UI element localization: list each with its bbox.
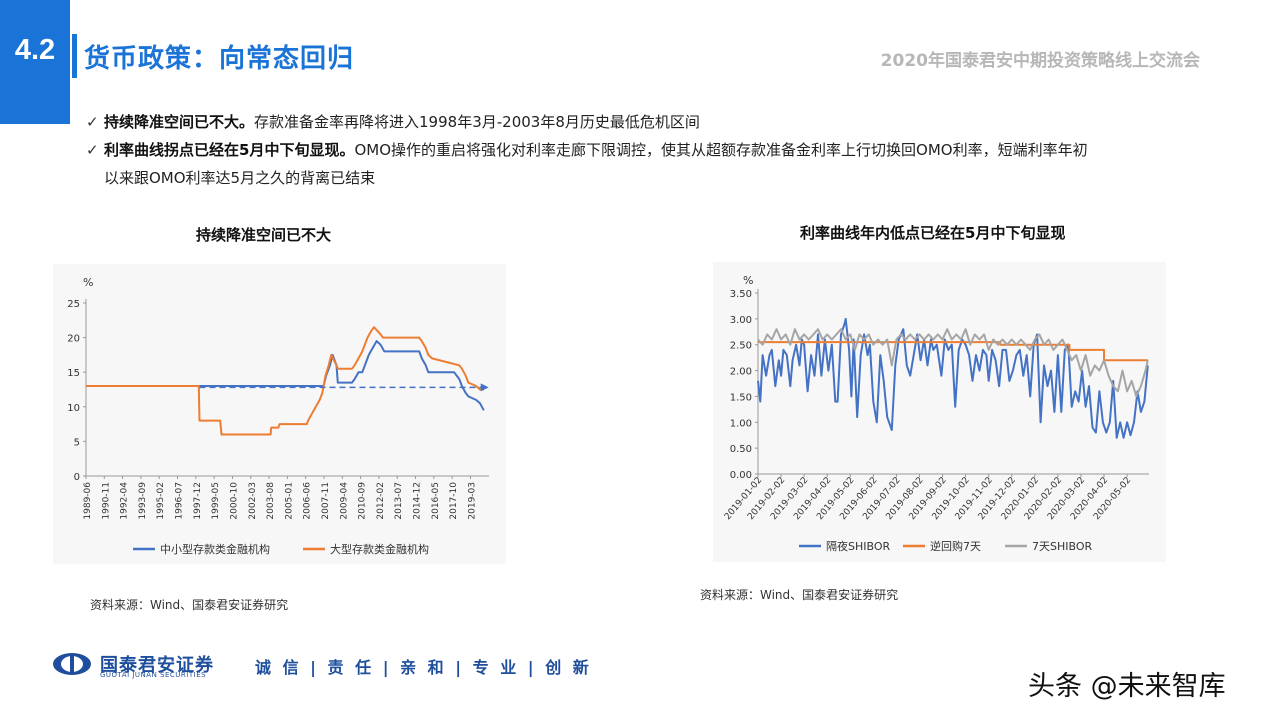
- series-line-2: [86, 326, 484, 436]
- x-tick-label: 1995-02: [156, 482, 166, 520]
- y-tick-label: 0.00: [730, 470, 752, 481]
- y-tick-label: 25: [67, 299, 80, 310]
- watermark: 头条 @未来智库: [1028, 671, 1226, 702]
- x-tick-label: 1999-05: [211, 482, 221, 520]
- series-line-1: [86, 340, 485, 411]
- event-title: 2020年国泰君安中期投资策略线上交流会: [880, 51, 1200, 71]
- x-tick-label: 2002-03: [248, 482, 258, 520]
- x-tick-label: 2009-04: [339, 482, 349, 520]
- x-tick-label: 1993-09: [138, 482, 148, 520]
- left-chart: % 0 5 10 15 20 25 1989-06 1990-11 1992-04 1993-09 1…: [67, 276, 489, 556]
- x-tick-label: 2000-10: [229, 482, 239, 520]
- bullet-2-bold: 利率曲线拐点已经在5月中下旬显现。: [104, 141, 355, 159]
- check-icon: ✓: [86, 113, 99, 131]
- y-tick-label: 5: [74, 437, 80, 448]
- y-tick-label: 1.50: [730, 392, 752, 403]
- y-tick-label: 3.50: [730, 289, 752, 300]
- bullet-2-text-cont: 以来跟OMO利率达5月之久的背离已结束: [104, 169, 376, 187]
- x-tick-label: 2019-03: [467, 482, 477, 520]
- x-tick-label: 2005-01: [284, 482, 294, 520]
- legend-label: 大型存款类金融机构: [330, 542, 429, 556]
- section-number-badge: 4.2: [0, 0, 70, 124]
- footer-brand-name: 国泰君安证券: [100, 655, 214, 676]
- y-tick-label: 2.50: [730, 341, 752, 352]
- y-tick-label: 1.00: [730, 418, 752, 429]
- left-chart-source: 资料来源：Wind、国泰君安证券研究: [90, 598, 289, 612]
- x-tick-label: 2003-08: [266, 482, 276, 520]
- y-tick-label: 15: [67, 368, 80, 379]
- x-tick-label: 2007-11: [321, 482, 331, 520]
- title-accent-bar: [72, 34, 77, 78]
- y-tick-label: 20: [67, 334, 80, 345]
- trend-arrow-icon: [480, 383, 489, 392]
- y-axis-unit-label: %: [83, 276, 93, 289]
- check-icon: ✓: [86, 141, 99, 159]
- y-tick-label: 0: [74, 472, 80, 483]
- brand-logo-icon: [53, 653, 91, 675]
- series-line-1: [757, 317, 1149, 439]
- legend-label: 中小型存款类金融机构: [160, 542, 270, 556]
- bullet-1: ✓ 持续降准空间已不大。存款准备金率再降将进入1998年3月-2003年8月历史…: [86, 108, 700, 136]
- footer-brand-name-en: GUOTAI JUNAN SECURITIES: [100, 671, 207, 679]
- y-tick-label: 10: [67, 403, 80, 414]
- left-chart-title: 持续降准空间已不大: [196, 226, 332, 244]
- legend-label: 逆回购7天: [930, 539, 981, 553]
- x-tick-label: 1997-12: [193, 482, 203, 520]
- footer-motto: 诚 信 | 责 任 | 亲 和 | 专 业 | 创 新: [255, 658, 592, 677]
- bullet-1-bold: 持续降准空间已不大。: [104, 113, 255, 131]
- x-tick-label: 2010-09: [358, 482, 368, 520]
- bullet-2-text: OMO操作的重启将强化对利率走廊下限调控，使其从超额存款准备金利率上行切换回OM…: [354, 141, 1088, 159]
- series-line-3: [757, 328, 1149, 398]
- right-chart-title: 利率曲线年内低点已经在5月中下旬显现: [800, 224, 1066, 242]
- y-tick-label: 2.00: [730, 367, 752, 378]
- right-chart: %0.000.501.001.502.002.503.003.502019-01…: [723, 274, 1149, 553]
- legend-label: 隔夜SHIBOR: [826, 539, 891, 553]
- x-tick-label: 1990-11: [101, 482, 111, 520]
- right-chart-source: 资料来源：Wind、国泰君安证券研究: [700, 588, 899, 602]
- x-tick-label: 2017-10: [449, 482, 459, 520]
- x-tick-label: 2006-06: [303, 482, 313, 520]
- x-tick-label: 1992-04: [120, 482, 130, 520]
- x-tick-label: 2013-07: [394, 482, 404, 520]
- x-tick-label: 2016-05: [431, 482, 441, 520]
- left-chart-panel: [53, 264, 506, 564]
- bullet-2: ✓ 利率曲线拐点已经在5月中下旬显现。OMO操作的重启将强化对利率走廊下限调控，…: [86, 136, 1184, 192]
- x-tick-label: 1996-07: [175, 482, 185, 520]
- x-tick-label: 2014-12: [413, 482, 423, 520]
- y-tick-label: 0.50: [730, 444, 752, 455]
- y-tick-label: 3.00: [730, 315, 752, 326]
- section-number: 4.2: [14, 34, 56, 66]
- y-axis-unit-label: %: [743, 274, 753, 287]
- bullet-1-text: 存款准备金率再降将进入1998年3月-2003年8月历史最低危机区间: [254, 113, 700, 131]
- x-tick-label: 1989-06: [83, 482, 93, 520]
- page-title: 货币政策：向常态回归: [84, 44, 355, 74]
- legend-label: 7天SHIBOR: [1032, 540, 1093, 553]
- x-tick-label: 2012-02: [376, 482, 386, 520]
